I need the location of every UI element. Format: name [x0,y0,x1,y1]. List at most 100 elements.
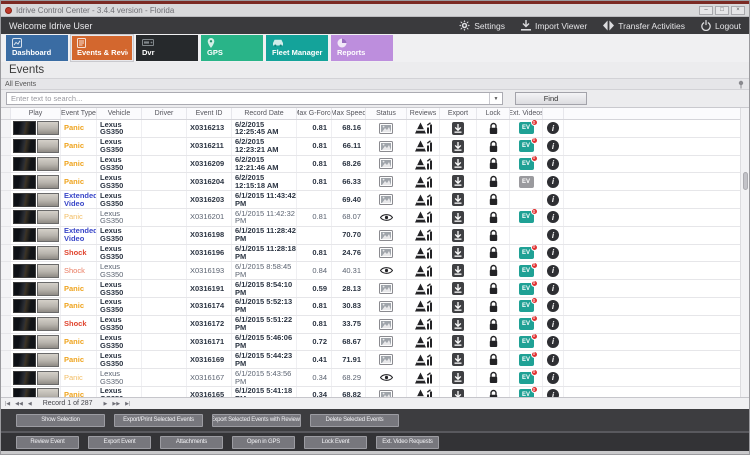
table-row[interactable]: Panic Lexus GS350 X0316213 6/2/2015 12:2… [1,120,740,138]
reviews-cell[interactable] [407,155,440,173]
road-camera-thumbnail[interactable] [12,388,36,397]
play-cell[interactable] [11,315,61,333]
ext-video-badge[interactable]: EV 0 [518,208,538,224]
road-camera-thumbnail[interactable] [12,121,36,136]
cabin-camera-thumbnail[interactable] [36,334,59,349]
ext-video-badge[interactable]: EV 0 [518,175,534,188]
info-cell[interactable]: i [543,351,564,369]
import-viewer-button[interactable]: Import Viewer [520,20,587,31]
lock-cell[interactable] [477,226,510,244]
ext-video-cell[interactable]: EV 0 [510,155,543,173]
export-icon[interactable] [452,264,464,278]
lock-cell[interactable] [477,351,510,369]
reviews-cell[interactable] [407,191,440,208]
info-cell[interactable]: i [543,280,564,297]
reviews-cell[interactable] [407,280,440,297]
table-row[interactable]: Panic Lexus GS350 X0316209 6/2/2015 12:2… [1,155,740,174]
last-record-button[interactable]: ▶| [125,400,131,407]
cabin-camera-thumbnail[interactable] [36,174,59,189]
lock-cell[interactable] [477,120,510,137]
ext-video-badge[interactable]: EV 0 [518,244,538,259]
info-cell[interactable]: i [543,386,564,397]
road-camera-thumbnail[interactable] [12,334,36,349]
info-icon[interactable]: i [547,335,559,348]
export-cell[interactable] [440,244,477,262]
play-cell[interactable] [11,120,61,137]
cabin-camera-thumbnail[interactable] [36,192,59,207]
export-cell[interactable] [440,386,477,397]
info-icon[interactable]: i [547,246,559,259]
export-cell[interactable] [440,297,477,315]
tab-events-reviews[interactable]: Events & Reviews [71,35,133,61]
ext-video-cell[interactable]: EV 0 [510,137,543,155]
cabin-camera-thumbnail[interactable] [36,245,59,260]
ext-video-badge[interactable]: EV 0 [518,386,538,397]
info-icon[interactable]: i [547,371,559,384]
table-row[interactable]: Shock Lexus GS350 X0316172 6/1/2015 5:51… [1,315,740,334]
prev-page-button[interactable]: ◀◀ [15,400,23,407]
reviews-cell[interactable] [407,244,440,262]
export-icon[interactable] [452,353,464,367]
delete-selected-button[interactable]: Delete Selected Events [310,413,399,427]
play-cell[interactable] [11,351,61,369]
play-cell[interactable] [11,297,61,315]
export-icon[interactable] [452,157,464,171]
export-cell[interactable] [440,315,477,333]
reviews-cell[interactable] [407,262,440,280]
info-cell[interactable]: i [543,262,564,280]
table-row[interactable]: Panic Lexus GS350 X0316174 6/1/2015 5:52… [1,297,740,316]
export-cell[interactable] [440,351,477,369]
lock-cell[interactable] [477,155,510,173]
export-icon[interactable] [452,139,464,153]
ext-video-cell[interactable]: EV 0 [510,191,543,208]
reviews-cell[interactable] [407,351,440,369]
col-header-max-gforce[interactable]: Max G-Force [297,108,332,119]
info-cell[interactable]: i [543,226,564,244]
logout-button[interactable]: Logout [701,20,741,31]
lock-cell[interactable] [477,208,510,226]
reviews-cell[interactable] [407,120,440,137]
open-in-gps-button[interactable]: Open in GPS [232,435,295,449]
lock-cell[interactable] [477,280,510,297]
table-row[interactable]: Panic Lexus GS350 X0316171 6/1/2015 5:46… [1,333,740,352]
export-cell[interactable] [440,226,477,244]
road-camera-thumbnail[interactable] [12,139,36,154]
info-icon[interactable]: i [547,175,559,188]
info-cell[interactable]: i [543,208,564,226]
ext-video-badge[interactable]: EV 0 [518,137,538,153]
ext-video-badge[interactable]: EV 0 [518,369,538,384]
lock-cell[interactable] [477,386,510,397]
reviews-cell[interactable] [407,173,440,191]
info-icon[interactable]: i [547,229,559,242]
export-cell[interactable] [440,155,477,173]
chevron-down-icon[interactable]: ▼ [489,93,502,104]
tab-fleet-manager[interactable]: Fleet Manager [266,35,328,61]
cabin-camera-thumbnail[interactable] [36,121,59,136]
settings-button[interactable]: Settings [459,20,505,31]
export-icon[interactable] [452,175,464,189]
cabin-camera-thumbnail[interactable] [36,370,59,385]
ext-video-cell[interactable]: EV 0 [510,226,543,244]
review-event-button[interactable]: Review Event [16,435,79,449]
export-icon[interactable] [452,246,464,260]
cabin-camera-thumbnail[interactable] [36,228,59,243]
reviews-cell[interactable] [407,208,440,226]
pin-icon[interactable] [737,80,745,89]
table-row[interactable]: Panic Lexus GS350 X0316204 6/2/2015 12:1… [1,173,740,192]
lock-cell[interactable] [477,137,510,155]
table-row[interactable]: Panic Lexus GS350 X0316169 6/1/2015 5:44… [1,351,740,370]
play-cell[interactable] [11,333,61,351]
info-cell[interactable]: i [543,137,564,155]
info-icon[interactable]: i [547,211,559,224]
table-row[interactable]: Extended Video Lexus GS350 X0316198 6/1/… [1,226,740,245]
play-cell[interactable] [11,244,61,262]
table-row[interactable]: Panic Lexus GS350 X0316201 6/1/2015 11:4… [1,208,740,227]
info-cell[interactable]: i [543,369,564,386]
scrollbar-thumb[interactable] [742,172,748,190]
road-camera-thumbnail[interactable] [12,174,36,189]
ext-video-cell[interactable]: EV 0 [510,315,543,333]
export-cell[interactable] [440,369,477,386]
lock-cell[interactable] [477,369,510,386]
play-cell[interactable] [11,137,61,155]
next-record-button[interactable]: ▶ [103,400,108,407]
